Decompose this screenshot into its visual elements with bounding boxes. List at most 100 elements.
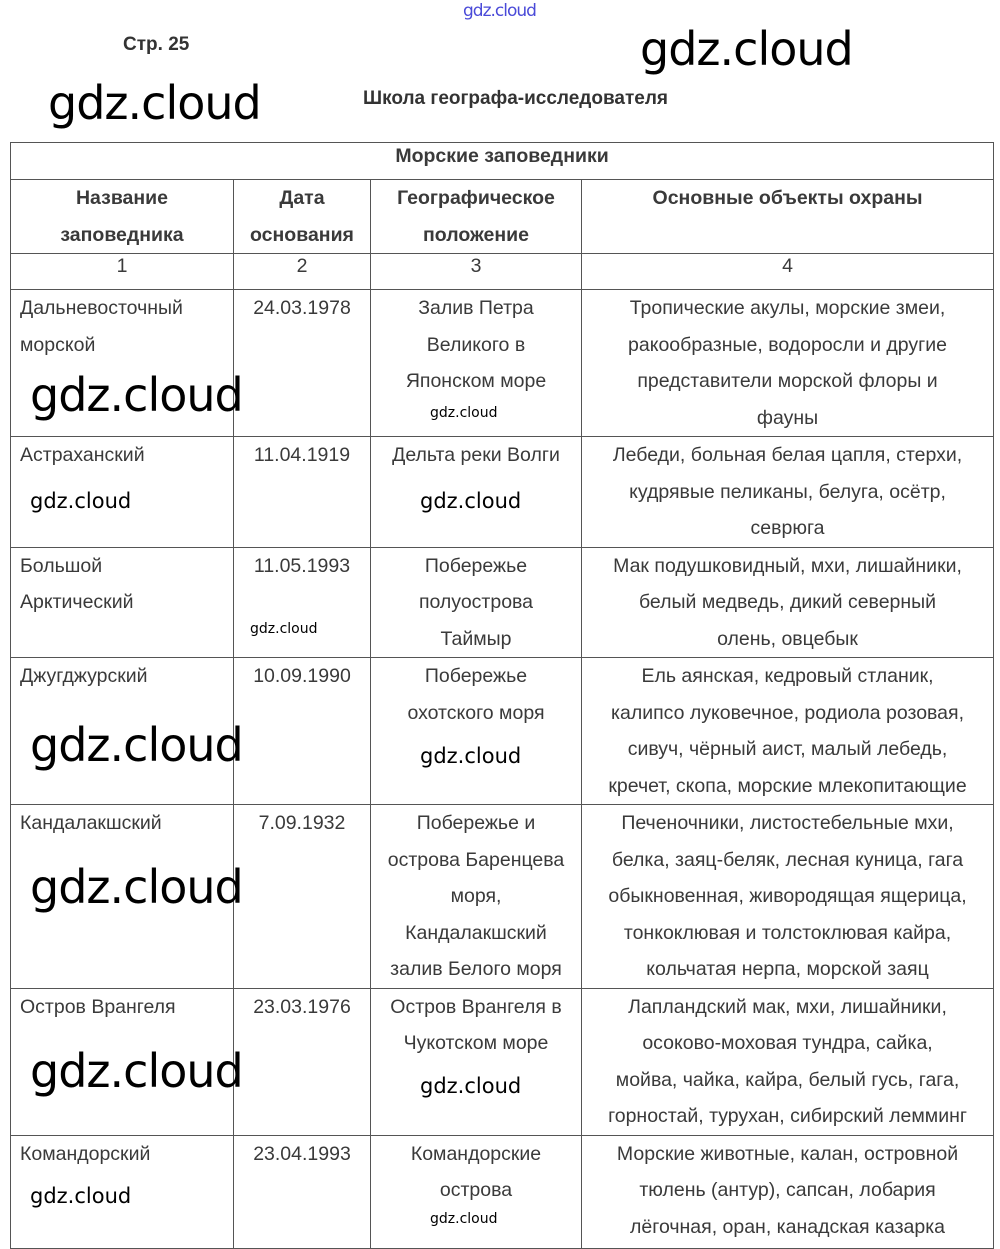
cell-line: Лебеди, больная белая цапля, стерхи, [612,444,963,466]
watermark: gdz.cloud [30,718,244,772]
cell-line: охотского моря [407,701,545,724]
geographic-location: Побережье охотского моря [370,657,582,805]
cell-line: калипсо луковечное, родиола розовая, [611,701,965,724]
geographic-location: Побережье и острова Баренцева моря, Кандала… [370,804,582,989]
cell-line: 11.04.1919 [253,444,351,466]
cell-line: олень, овцебык [717,627,858,650]
cell-line: Мак подушковидный, мхи, лишайники, [613,554,962,577]
header-row: Название заповедника Дата основания Географи… [10,179,995,254]
geographic-location: Командорские острова [370,1134,582,1249]
reserve-name: Дальневосточный морской [10,289,234,437]
cell-line: белка, заяц-беляк, лесная куница, гага [611,848,964,871]
column-number: 1 [10,253,234,290]
cell-line: 23.04.1993 [253,1142,351,1165]
marine-reserves-table: Морские заповедники Название заповедника Д… [9,142,995,1249]
watermark: gdz.cloud [430,1211,498,1227]
founding-date: 23.04.1993 [233,1134,371,1249]
cell-line: белый медведь, дикий северный [638,591,937,613]
cell-line: Арктический [20,591,134,613]
watermark: gdz.cloud [430,405,498,421]
watermark: gdz.cloud [48,76,262,130]
watermark: gdz.cloud [420,1074,522,1098]
protected-objects: Тропические акулы, морские змеи, ракообра… [580,289,995,437]
cell-line: острова Баренцева [387,848,565,871]
watermark-top: gdz.cloud [463,1,537,21]
protected-objects: Морские животные, калан, островной тюлень… [580,1134,995,1249]
cell-line: полуострова [418,591,534,613]
column-header: Дата основания [233,179,371,254]
cell-line: острова [439,1179,513,1201]
watermark: gdz.cloud [30,1184,132,1208]
cell-line: сивуч, чёрный аист, малый лебедь, [627,738,948,760]
cell-line: представители морской флоры и [637,370,938,392]
cell-line: Название [75,187,169,209]
protected-objects: Лапландский мак, мхи, лишайники, осоково-… [580,987,995,1136]
table-title-row: Морские заповедники [9,142,995,180]
cell-line: Побережье [424,665,528,687]
reserve-name: Астраханский [10,436,234,548]
cell-line: моря, [450,885,502,907]
cell-line: 7.09.1932 [258,812,346,834]
founding-date: 11.05.1993 [233,546,371,658]
table-row: Дальневосточный морской 24.03.1978 Залив Пе… [10,289,995,437]
geographic-location: Залив Петра Великого в Японском море [370,289,582,437]
table-row: Большой Арктический 11.05.1993 Побережье пол… [10,546,995,658]
watermark: gdz.cloud [420,489,522,513]
cell-line: Печеночники, листостебельные мхи, [621,812,954,834]
cell-line: Географическое [397,187,555,209]
cell-line: обыкновенная, живородящая ящерица, [608,885,967,907]
cell-line: Остров Врангеля [20,995,176,1018]
cell-line: основания [250,223,354,246]
column-number: 4 [580,253,995,290]
column-header: Географическое положение [370,179,582,254]
table-row: Астраханский 11.04.1919 Дельта реки Волги Л… [10,436,995,548]
cell-line: 11.05.1993 [253,554,351,577]
cell-line: осоково-моховая тундра, сайка, [642,1032,933,1054]
cell-line: Чукотском море [403,1032,549,1054]
table-row: Джугджурский 10.09.1990 Побережье охотского… [10,657,995,805]
protected-objects: Ель аянская, кедровый стланик, калипсо лу… [580,657,995,805]
cell-line: Морские животные, калан, островной [616,1142,959,1165]
reserve-name: Большой Арктический [10,546,234,658]
column-header: Название заповедника [10,179,234,254]
column-number: 3 [370,253,582,290]
table-row: Кандалакшский 7.09.1932 Побережье и острова… [10,804,995,989]
cell-line: фауны [756,406,819,429]
cell-line: Ель аянская, кедровый стланик, [641,665,934,687]
watermark: gdz.cloud [30,860,244,914]
reserve-name: Командорский [10,1134,234,1249]
cell-line: горностай, турухан, сибирский лемминг [608,1105,967,1127]
watermark: gdz.cloud [250,621,318,637]
founding-date: 23.03.1976 [233,987,371,1136]
cell-line: Побережье и [416,812,536,834]
cell-line: Основные объекты охраны [652,187,923,209]
cell-line: Астраханский [20,444,145,466]
reserve-name: Кандалакшский [10,804,234,989]
founding-date: 10.09.1990 [233,657,371,805]
cell-line: Дальневосточный [20,297,183,319]
section-title: Школа географа-исследователя [363,88,668,109]
cell-line: Великого в [426,333,526,356]
cell-line: заповедника [60,223,184,246]
protected-objects: Лебеди, больная белая цапля, стерхи, кудр… [580,436,995,548]
geographic-location: Остров Врангеля в Чукотском море [370,987,582,1136]
watermark: gdz.cloud [30,1044,244,1098]
cell-line: Побережье [424,554,528,577]
cell-line: 23.03.1976 [253,995,351,1018]
cell-line: положение [422,223,529,246]
cell-line: кречет, скопа, морские млекопитающие [608,774,967,797]
cell-line: мойва, чайка, кайра, белый гусь, гага, [615,1068,960,1091]
protected-objects: Печеночники, листостебельные мхи, белка, … [580,804,995,989]
cell-line: тонкоклювая и толстоклювая кайра, [623,921,952,944]
cell-line: 10.09.1990 [253,665,351,687]
founding-date: 11.04.1919 [233,436,371,548]
cell-line: Остров Врангеля в [390,995,562,1018]
cell-line: лёгочная, оран, канадская казарка [630,1215,946,1238]
cell-line: Таймыр [440,627,512,650]
cell-line: Дельта реки Волги [392,444,560,466]
cell-line: 24.03.1978 [253,297,351,319]
reserve-name: Остров Врангеля [10,987,234,1136]
table-title: Морские заповедники [9,142,995,180]
founding-date: 24.03.1978 [233,289,371,437]
